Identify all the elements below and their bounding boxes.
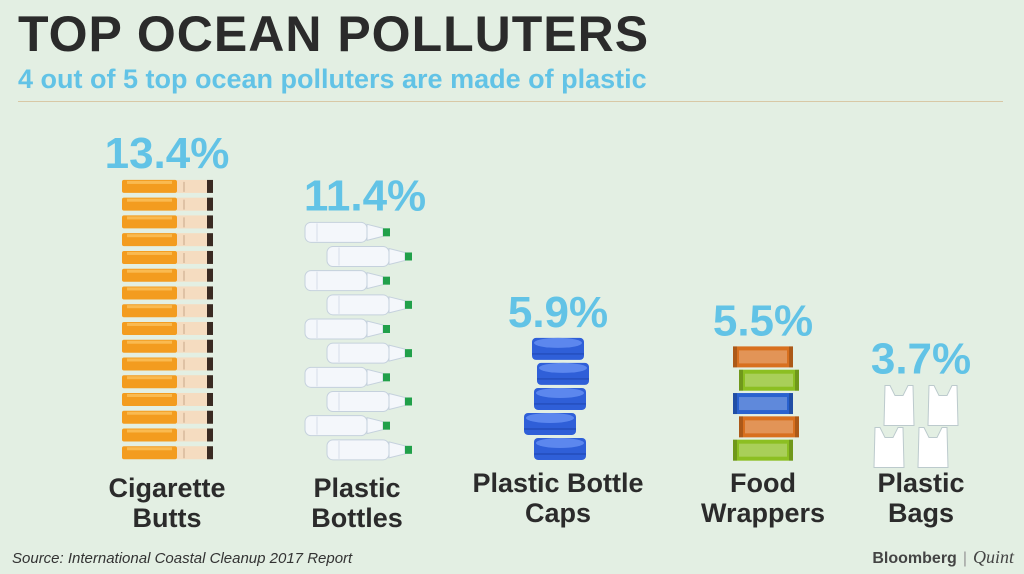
value-label-1: 13.4% xyxy=(105,129,230,178)
value-label-5: 3.7% xyxy=(871,335,971,384)
value-label-3: 5.9% xyxy=(508,288,608,337)
value-label-4: 5.5% xyxy=(713,296,813,345)
bar-2 xyxy=(304,221,412,461)
value-label-2: 11.4% xyxy=(304,171,426,220)
category-label-4: Food Wrappers xyxy=(701,468,825,528)
brand-quint: Quint xyxy=(972,547,1014,567)
category-label-2: Plastic Bottles xyxy=(311,473,403,533)
bar-3 xyxy=(524,337,589,460)
bar-1 xyxy=(122,179,213,460)
category-label-3: Plastic Bottle Caps xyxy=(472,468,643,528)
brand-logo: Bloomberg | Quint xyxy=(872,546,1014,570)
brand-bloomberg: Bloomberg xyxy=(872,550,957,567)
bar-4 xyxy=(733,346,799,461)
header-divider xyxy=(18,101,1003,102)
brand-separator: | xyxy=(962,550,967,567)
bar-5 xyxy=(873,385,959,469)
chart-subtitle: 4 out of 5 top ocean polluters are made … xyxy=(18,64,647,94)
category-label-1: Cigarette Butts xyxy=(108,473,225,533)
chart-title: TOP OCEAN POLLUTERS xyxy=(18,6,650,62)
source-note: Source: International Coastal Cleanup 20… xyxy=(12,550,353,567)
category-label-5: Plastic Bags xyxy=(877,468,964,528)
